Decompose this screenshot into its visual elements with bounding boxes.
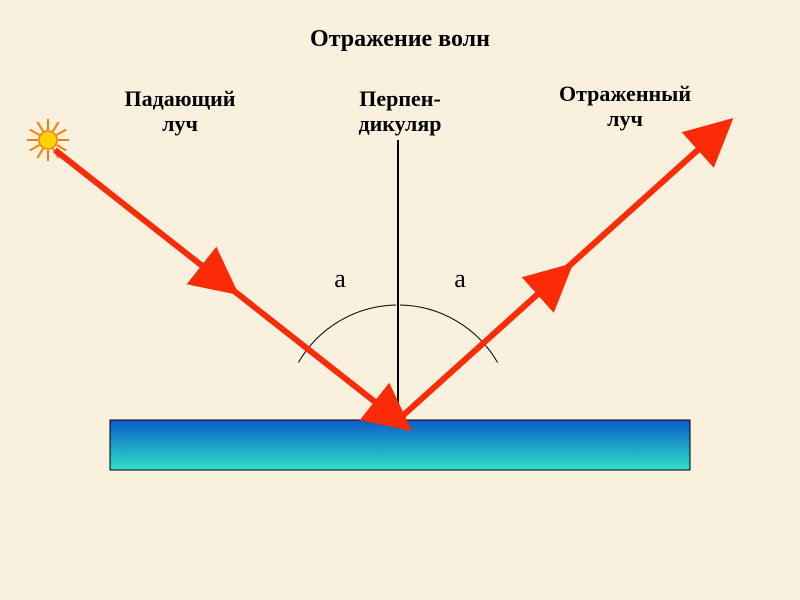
incident-ray bbox=[55, 150, 398, 420]
reflecting-surface bbox=[110, 420, 690, 470]
incident-ray-mid-arrow bbox=[223, 283, 225, 284]
reflected-ray-mid-arrow bbox=[559, 275, 560, 276]
angle-arc-right bbox=[400, 305, 498, 362]
